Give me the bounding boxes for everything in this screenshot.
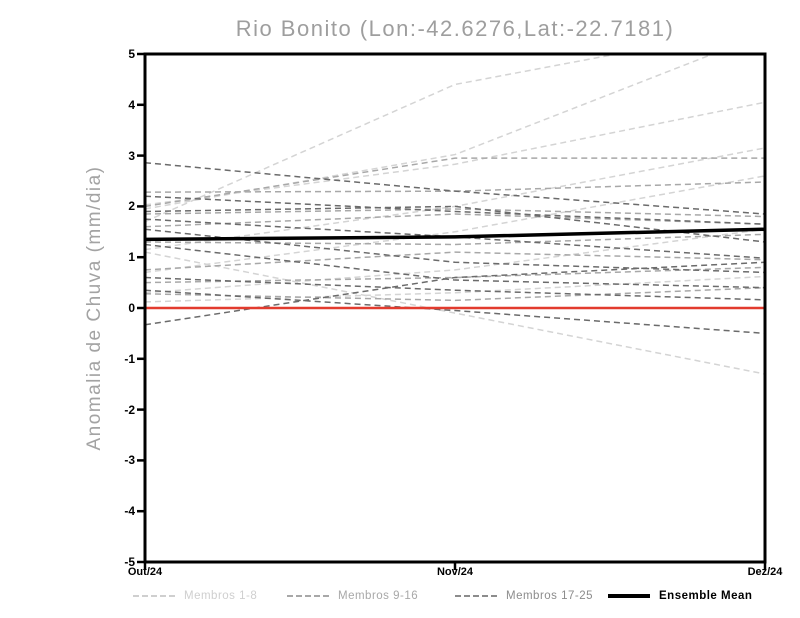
y-tick-label: 3	[128, 148, 135, 163]
x-tick-label: Nov/24	[436, 566, 474, 578]
legend-line-swatch-icon	[608, 594, 650, 598]
y-tick-label: -3	[124, 453, 135, 468]
legend-line-swatch-icon	[455, 595, 497, 597]
x-tick-label: Dez/24	[747, 566, 783, 578]
y-tick-label: 0	[128, 301, 135, 315]
legend-item: Membros 9-16	[287, 588, 418, 604]
legend-item: Membros 17-25	[455, 588, 593, 604]
y-tick-label: 4	[128, 97, 135, 112]
legend-line-swatch-icon	[133, 595, 175, 597]
y-tick-label: -5	[124, 555, 135, 569]
chart-title: Rio Bonito (Lon:-42.6276,Lat:-22.7181)	[235, 16, 675, 41]
x-tick-label: Out/24	[127, 566, 163, 578]
legend-label: Membros 1-8	[184, 590, 258, 602]
legend-label: Membros 17-25	[506, 590, 594, 602]
legend-item: Ensemble Mean	[608, 588, 752, 604]
legend-item: Membros 1-8	[133, 588, 257, 604]
legend-label: Membros 9-16	[338, 590, 419, 602]
y-tick-label: -2	[124, 402, 135, 417]
legend-label: Ensemble Mean	[659, 590, 753, 602]
y-tick-label: -1	[124, 351, 135, 366]
y-tick-label: 2	[128, 199, 135, 214]
legend-line-swatch-icon	[287, 595, 329, 597]
y-tick-label: 5	[128, 47, 135, 61]
y-tick-label: 1	[128, 250, 135, 265]
y-tick-label: -4	[124, 504, 135, 519]
